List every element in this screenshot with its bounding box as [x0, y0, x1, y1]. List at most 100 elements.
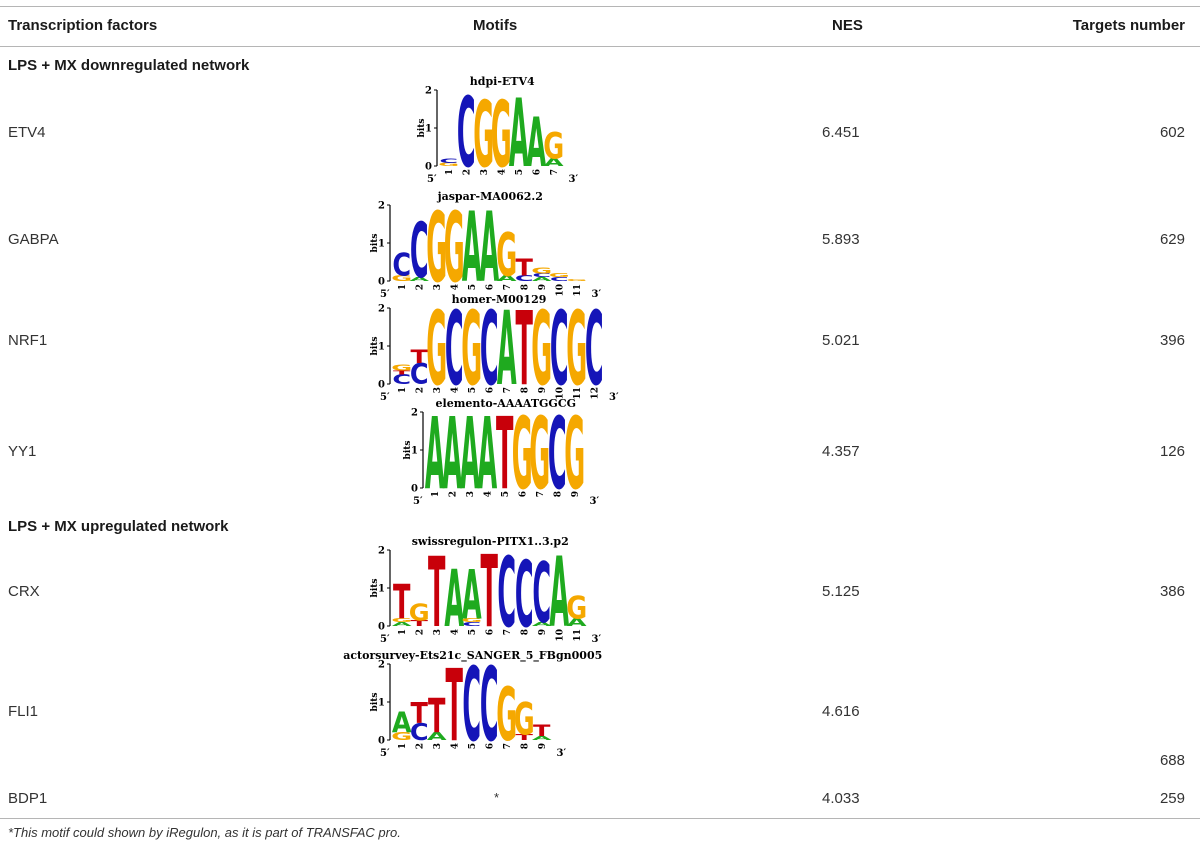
logo-letter-a: A	[409, 276, 430, 282]
logo-letter-g: G	[566, 590, 587, 626]
logo-position-number: 5	[515, 169, 525, 175]
logo-y-tick-label: 2	[378, 304, 385, 315]
logo-y-tick-label: 1	[378, 698, 385, 709]
logo-letter-g: G	[444, 192, 465, 304]
logo-position-number: 7	[503, 743, 513, 749]
logo-letter-g: G	[496, 672, 517, 757]
logo-letter-g: G	[566, 291, 587, 409]
tf-name: FLI1	[8, 703, 39, 720]
tf-name: ETV4	[8, 124, 46, 141]
logo-position-number: 4	[450, 284, 460, 290]
logo-position-number: 9	[538, 629, 548, 635]
logo-position-number: 7	[536, 491, 546, 497]
logo-letter-a: A	[497, 274, 517, 283]
logo-position-number: 8	[520, 387, 530, 393]
logo-position-number: 1	[398, 629, 408, 635]
logo-letter-c: C	[480, 291, 499, 409]
logo-letter-a: A	[497, 291, 517, 409]
logo-axis-label: bits	[370, 693, 380, 712]
logo-position-number: 10	[555, 629, 565, 642]
logo-letter-c: C	[445, 291, 464, 409]
logo-title: homer-M00129	[452, 293, 547, 306]
logo-position-number: 9	[538, 743, 548, 749]
logo-letter-g: G	[391, 364, 412, 373]
logo-letter-t: T	[393, 575, 411, 630]
nes-value: 5.125	[822, 583, 860, 600]
logo-title: elemento-AAAATGGCG	[436, 397, 576, 410]
logo-letter-c: C	[462, 647, 481, 765]
logo-position-number: 3	[433, 629, 443, 635]
logo-position-number: 4	[450, 629, 460, 635]
logo-letter-a: A	[444, 553, 464, 644]
logo-3-prime-label: 3′	[592, 634, 602, 645]
logo-letter-c: C	[457, 77, 476, 189]
targets-value: 396	[1159, 332, 1185, 349]
logo-title: hdpi-ETV4	[470, 75, 535, 88]
logo-y-tick-label: 0	[378, 277, 385, 288]
logo-position-number: 1	[445, 169, 455, 175]
logo-letter-a: A	[567, 616, 587, 628]
logo-position-number: 11	[573, 284, 583, 297]
logo-position-number: 5	[468, 743, 478, 749]
motif-logo: elemento-AAAATGGCG 2 1 0 bits A 1 A 2 A 3 A 4 T 5 G 6 G 7 C…	[403, 397, 603, 513]
logo-y-tick-label: 2	[378, 546, 385, 557]
logo-3-prime-label: 3′	[590, 496, 600, 507]
targets-value: 688	[1159, 752, 1185, 769]
logo-letter-a: A	[462, 192, 482, 304]
logo-position-number: 3	[433, 284, 443, 290]
nes-value: 4.357	[822, 443, 860, 460]
logo-position-number: 7	[503, 387, 513, 393]
logo-letter-g: G	[473, 82, 494, 188]
motif-footnote-marker: *	[494, 790, 500, 805]
logo-position-number: 6	[518, 491, 528, 497]
logo-position-number: 2	[415, 387, 425, 393]
logo-letter-g: G	[438, 162, 459, 167]
logo-position-number: 3	[480, 169, 490, 175]
logo-letter-a: A	[526, 105, 546, 183]
logo-letter-c: C	[410, 359, 429, 392]
logo-letter-a: A	[509, 80, 529, 189]
header-transcription-factors: Transcription factors	[8, 17, 158, 34]
logo-title: actorsurvey-Ets21c_SANGER_5_FBgn0005	[343, 649, 602, 663]
logo-letter-g: G	[461, 618, 482, 624]
tf-name: YY1	[8, 443, 37, 460]
logo-letter-c: C	[532, 273, 551, 279]
logo-axis-label: bits	[370, 579, 380, 598]
logo-letter-g: G	[491, 82, 512, 188]
motif-logo: hdpi-ETV4 2 1 0 bits G C 1 C 2 G 3 G 4 A 5 A 6 A G 7 5′ 3′	[417, 75, 582, 190]
logo-letter-t: T	[428, 689, 446, 744]
logo-letter-t: T	[496, 398, 513, 513]
header-rule	[0, 46, 1200, 47]
logo-letter-g: G	[566, 279, 587, 282]
logo-letter-c: C	[392, 372, 411, 387]
logo-axis-label: bits	[417, 119, 427, 138]
nes-value: 4.033	[822, 790, 860, 807]
logo-letter-a: A	[462, 558, 482, 636]
logo-position-number: 7	[503, 629, 513, 635]
logo-position-number: 8	[520, 629, 530, 635]
logo-letter-c: C	[550, 276, 569, 282]
logo-letter-g: G	[512, 398, 533, 513]
table-bottom-rule	[0, 818, 1200, 819]
nes-value: 5.893	[822, 231, 860, 248]
logo-position-number: 5	[468, 284, 478, 290]
logo-letter-g: G	[496, 219, 517, 289]
targets-value: 126	[1159, 443, 1185, 460]
targets-value: 602	[1159, 124, 1185, 141]
sequence-logo-svg: actorsurvey-Ets21c_SANGER_5_FBgn0005210b…	[343, 647, 602, 765]
logo-position-number: 2	[415, 743, 425, 749]
logo-position-number: 1	[431, 491, 441, 497]
logo-letter-g: G	[409, 598, 430, 626]
logo-5-prime-label: 5′	[380, 634, 390, 645]
logo-position-number: 9	[538, 284, 548, 290]
logo-position-number: 3	[466, 491, 476, 497]
logo-position-number: 3	[433, 743, 443, 749]
logo-position-number: 10	[555, 387, 565, 400]
logo-5-prime-label: 5′	[413, 496, 423, 507]
logo-letter-c: C	[439, 158, 458, 165]
logo-letter-a: A	[549, 537, 569, 649]
logo-position-number: 2	[448, 491, 458, 497]
